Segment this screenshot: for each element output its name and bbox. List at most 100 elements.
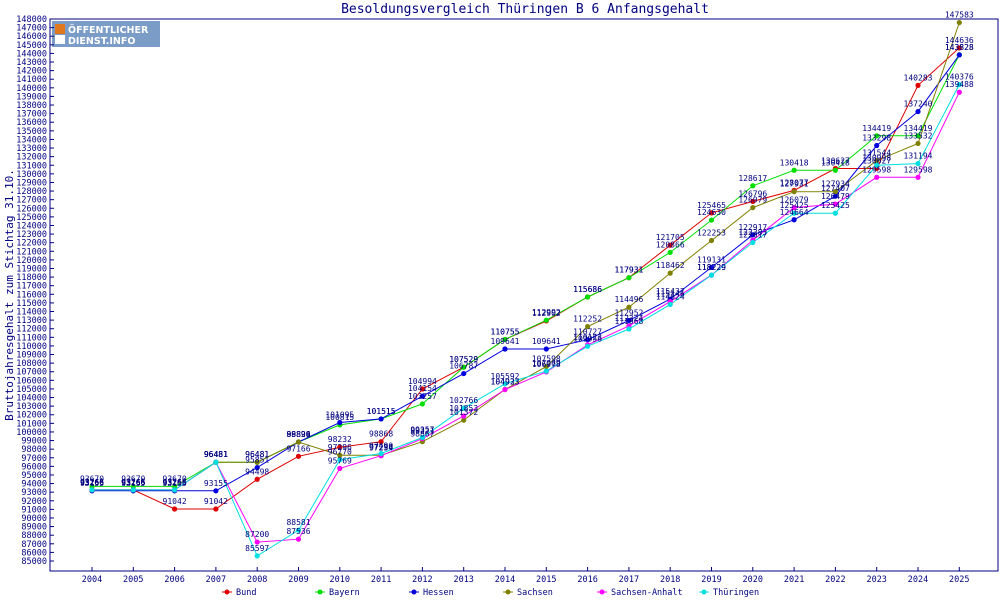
data-label-hessen-2014: 109641 bbox=[491, 337, 520, 346]
y-tick-label-144000: 144000 bbox=[16, 49, 47, 59]
data-label-sachsen-2008: 96481 bbox=[245, 450, 269, 459]
point-th-ringen-2014 bbox=[502, 381, 508, 387]
x-tick-label-2010: 2010 bbox=[330, 575, 350, 585]
point-hessen-2023 bbox=[874, 142, 880, 149]
logo-mark-icon bbox=[55, 24, 65, 34]
data-label-bund-2009: 97166 bbox=[286, 444, 310, 453]
point-sachsen-anhalt-2009 bbox=[295, 536, 302, 542]
data-label-th-ringen-2011: 97490 bbox=[369, 442, 393, 451]
data-label-bayern-2016: 115686 bbox=[573, 285, 602, 294]
legend-label-bayern: Bayern bbox=[329, 588, 360, 598]
x-tick-label-2013: 2013 bbox=[453, 575, 473, 585]
point-sachsen-anhalt-2008 bbox=[254, 539, 260, 545]
point-hessen-2020 bbox=[750, 232, 756, 238]
data-label-sachsen-anhalt-2025: 139488 bbox=[945, 80, 974, 89]
data-label-th-ringen-2019: 118229 bbox=[697, 263, 726, 272]
point-th-ringen-2012 bbox=[419, 434, 425, 441]
point-hessen-2019 bbox=[708, 264, 715, 270]
data-label-bayern-2024: 134419 bbox=[904, 124, 933, 133]
y-tick-label-107000: 107000 bbox=[16, 368, 47, 378]
point-th-ringen-2016 bbox=[585, 343, 591, 349]
y-tick-label-124000: 124000 bbox=[16, 221, 47, 231]
data-label-sachsen-2022: 127934 bbox=[821, 180, 850, 189]
data-label-th-ringen-2018: 114824 bbox=[656, 292, 685, 301]
data-label-hessen-2008: 95851 bbox=[245, 456, 269, 465]
point-bayern-2015 bbox=[543, 317, 549, 323]
data-label-sachsen-anhalt-2018: 115146 bbox=[656, 290, 685, 299]
point-bund-2012 bbox=[419, 386, 425, 392]
point-sachsen-2013 bbox=[461, 417, 467, 423]
x-tick-label-2006: 2006 bbox=[164, 575, 184, 585]
x-tick-label-2024: 2024 bbox=[908, 575, 928, 585]
legend-label-bund: Bund bbox=[236, 588, 256, 598]
x-tick-label-2015: 2015 bbox=[536, 575, 556, 585]
y-tick-label-109000: 109000 bbox=[16, 351, 47, 361]
data-label-bayern-2015: 112992 bbox=[532, 308, 561, 317]
data-label-sachsen-2024: 133532 bbox=[904, 131, 933, 140]
x-tick-label-2021: 2021 bbox=[784, 575, 804, 585]
point-th-ringen-2009 bbox=[295, 527, 302, 533]
plot-frame bbox=[49, 18, 999, 572]
x-tick-label-2004: 2004 bbox=[82, 575, 102, 585]
data-label-hessen-2025: 143828 bbox=[945, 43, 974, 52]
data-label-sachsen-anhalt-2008: 87200 bbox=[245, 530, 269, 539]
point-bayern-2018 bbox=[667, 249, 673, 256]
data-label-th-ringen-2006: 93266 bbox=[163, 478, 187, 487]
series-points bbox=[89, 19, 962, 559]
point-th-ringen-2013 bbox=[461, 405, 467, 411]
logo-mark-icon-lower bbox=[55, 35, 65, 44]
point-bayern-2019 bbox=[708, 217, 715, 223]
point-bund-2024 bbox=[915, 82, 921, 88]
data-label-sachsen-2023: 131544 bbox=[862, 149, 891, 158]
data-label-hessen-2016: 110727 bbox=[573, 328, 602, 337]
y-tick-label-138000: 138000 bbox=[16, 101, 47, 111]
point-sachsen-anhalt-2025 bbox=[956, 89, 962, 95]
point-th-ringen-2024 bbox=[915, 160, 921, 167]
y-tick-label-91000: 91000 bbox=[21, 505, 47, 515]
data-label-bayern-2020: 128617 bbox=[738, 174, 767, 183]
legend-label-th-ringen: Thüringen bbox=[713, 588, 759, 598]
data-label-bayern-2011: 101515 bbox=[367, 407, 396, 416]
data-label-th-ringen-2010: 96770 bbox=[328, 448, 352, 457]
point-sachsen-2016 bbox=[585, 323, 591, 330]
y-tick-label-117000: 117000 bbox=[16, 282, 47, 292]
data-label-bayern-2006: 93670 bbox=[163, 474, 187, 483]
data-label-th-ringen-2008: 85597 bbox=[245, 544, 269, 553]
point-sachsen-2025 bbox=[956, 19, 962, 26]
data-label-hessen-2020: 122917 bbox=[738, 223, 767, 232]
data-label-bayern-2025: 143828 bbox=[945, 43, 974, 52]
data-label-hessen-2017: 112952 bbox=[614, 309, 643, 318]
data-label-sachsen-2021: 127931 bbox=[780, 180, 809, 189]
y-axis: 8500086000870008800089000900009100092000… bbox=[16, 15, 54, 567]
data-label-sachsen-anhalt-2013: 101853 bbox=[449, 404, 478, 413]
y-tick-label-85000: 85000 bbox=[21, 557, 47, 567]
logo-background bbox=[52, 21, 160, 47]
x-tick-label-2022: 2022 bbox=[825, 575, 845, 585]
data-label-bund-2019: 125465 bbox=[697, 201, 726, 210]
data-label-sachsen-2016: 112252 bbox=[573, 315, 602, 324]
y-tick-label-122000: 122000 bbox=[16, 239, 47, 249]
y-tick-label-101000: 101000 bbox=[16, 419, 47, 429]
y-tick-label-126000: 126000 bbox=[16, 204, 47, 214]
point-bund-2018 bbox=[667, 242, 673, 248]
data-label-bund-2025: 144636 bbox=[945, 36, 974, 45]
data-label-bayern-2023: 134419 bbox=[862, 124, 891, 133]
y-tick-label-116000: 116000 bbox=[16, 290, 47, 300]
data-labels: 93266 93266 91042 91042 94498 97166 98232 98868… bbox=[80, 11, 974, 553]
legend-marker-bund bbox=[224, 589, 230, 595]
data-label-th-ringen-2013: 102766 bbox=[449, 396, 478, 405]
data-label-th-ringen-2023: 130998 bbox=[862, 153, 891, 162]
data-label-bayern-2013: 107529 bbox=[449, 355, 478, 364]
data-label-sachsen-anhalt-2004: 93266 bbox=[80, 478, 104, 487]
data-label-hessen-2010: 101095 bbox=[325, 411, 354, 420]
point-sachsen-2015 bbox=[543, 363, 549, 370]
data-label-bayern-2009: 98829 bbox=[286, 430, 310, 439]
x-tick-label-2019: 2019 bbox=[701, 575, 721, 585]
data-label-th-ringen-2024: 131194 bbox=[904, 152, 933, 161]
point-hessen-2011 bbox=[378, 416, 384, 422]
y-tick-label-95000: 95000 bbox=[21, 471, 47, 481]
data-label-sachsen-2012: 98867 bbox=[410, 430, 434, 439]
x-tick-label-2017: 2017 bbox=[619, 575, 639, 585]
point-hessen-2025 bbox=[956, 52, 962, 58]
data-label-sachsen-2005: 93266 bbox=[121, 478, 145, 487]
